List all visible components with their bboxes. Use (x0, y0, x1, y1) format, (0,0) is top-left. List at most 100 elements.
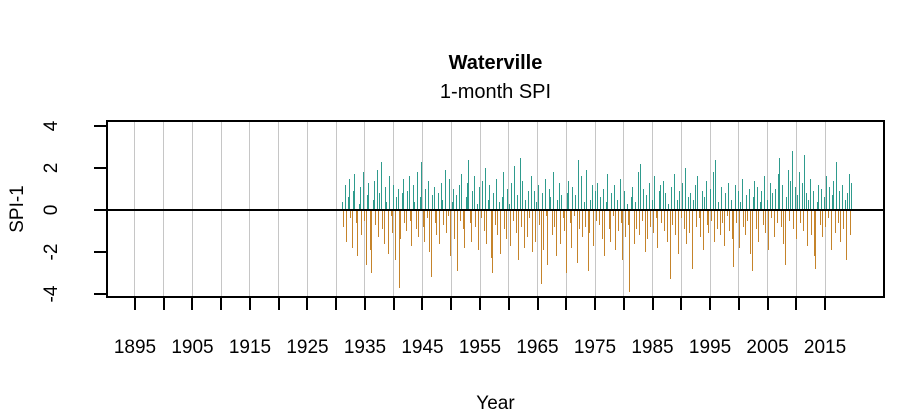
spi-bar (832, 195, 834, 211)
spi-bar (838, 191, 840, 211)
spi-bar (604, 210, 606, 257)
y-axis-tick-label: -4 (41, 285, 62, 303)
spi-bar (480, 210, 482, 219)
spi-bar (543, 210, 545, 250)
gridline (249, 120, 251, 298)
spi-bar (704, 197, 706, 211)
y-axis-tick-label: -2 (41, 243, 62, 261)
spi-bar (682, 182, 684, 211)
x-axis-tick (737, 298, 740, 310)
spi-bar (596, 210, 598, 221)
x-axis-tick (479, 298, 481, 310)
x-axis-tick-label: 1985 (631, 337, 674, 358)
spi-bar (790, 180, 792, 211)
spi-bar (729, 210, 731, 232)
spi-bar (547, 210, 549, 265)
spi-bar (432, 195, 434, 211)
spi-bar (720, 186, 722, 211)
spi-bar (740, 201, 742, 211)
spi-bar (752, 197, 754, 211)
x-axis-tick (766, 298, 769, 310)
spi-bar (727, 182, 729, 211)
spi-bar (820, 189, 822, 211)
spi-bar (804, 155, 806, 211)
spi-bar (687, 197, 689, 211)
spi-bar (469, 210, 471, 223)
spi-bar (373, 180, 375, 211)
spi-bar (762, 210, 764, 225)
spi-bar (504, 210, 506, 229)
spi-bar (348, 178, 350, 211)
spi-bar (689, 210, 691, 234)
spi-bar (559, 210, 561, 244)
x-axis-label: Year (476, 393, 515, 414)
spi-bar (444, 170, 446, 211)
spi-bar (675, 210, 677, 236)
gridline (450, 120, 452, 298)
spi-bar (343, 210, 345, 227)
spi-bar (723, 210, 725, 246)
spi-bar (848, 174, 850, 211)
x-axis-tick (392, 298, 395, 310)
spi-bar (630, 197, 632, 211)
gridline (220, 120, 222, 298)
spi-bar (643, 189, 645, 211)
chart-title: Waterville (448, 52, 543, 74)
spi-bar (360, 186, 362, 211)
x-axis-tick-label: 1965 (516, 337, 559, 358)
spi-bar (782, 184, 784, 211)
spi-bar (525, 199, 527, 211)
spi-bar (557, 199, 559, 211)
spi-bar (783, 210, 785, 244)
spi-bar (425, 189, 427, 211)
y-axis-label: SPI-1 (7, 185, 28, 233)
spi-bar (701, 191, 703, 211)
spi-bar (422, 210, 424, 227)
spi-bar (794, 186, 796, 211)
spi-bar (802, 210, 804, 232)
spi-bar (528, 191, 530, 211)
spi-bar (358, 203, 360, 211)
spi-bar (507, 189, 509, 211)
spi-bar (484, 168, 486, 211)
spi-bar (652, 210, 654, 234)
spi-bar (534, 210, 536, 242)
spi-bar (619, 178, 621, 211)
y-axis-tick-label: 4 (41, 120, 62, 132)
spi-bar (748, 189, 750, 211)
spi-bar (677, 210, 679, 255)
spi-bar (609, 210, 611, 242)
spi-bar (697, 176, 699, 211)
x-axis-tick (133, 298, 136, 310)
x-axis-tick-label: 1935 (343, 337, 387, 358)
x-axis-tick (795, 298, 798, 310)
spi-bar (548, 189, 550, 211)
gridline (537, 120, 538, 298)
spi-bar (711, 210, 713, 221)
spi-bar (621, 210, 623, 223)
spi-bar (478, 210, 480, 250)
spi-bar (633, 210, 635, 244)
spi-bar (844, 199, 846, 211)
spi-bar (385, 186, 387, 211)
spi-bar (371, 210, 373, 274)
spi-bar (777, 174, 779, 211)
spi-bar (651, 199, 653, 211)
spi-bar (659, 184, 661, 211)
spi-bar (486, 210, 488, 244)
spi-bar (421, 161, 423, 211)
spi-bar (833, 180, 835, 211)
spi-bar (455, 195, 457, 211)
spi-bar (634, 201, 636, 211)
spi-bar (597, 182, 599, 211)
spi-bar (770, 210, 772, 219)
spi-bar (612, 210, 614, 217)
spi-bar (732, 210, 734, 240)
gridline (191, 120, 193, 298)
spi-bar (639, 210, 641, 236)
spi-bar (561, 195, 563, 211)
spi-bar (555, 210, 557, 257)
spi-bar (423, 210, 425, 242)
spi-bar (584, 210, 586, 227)
